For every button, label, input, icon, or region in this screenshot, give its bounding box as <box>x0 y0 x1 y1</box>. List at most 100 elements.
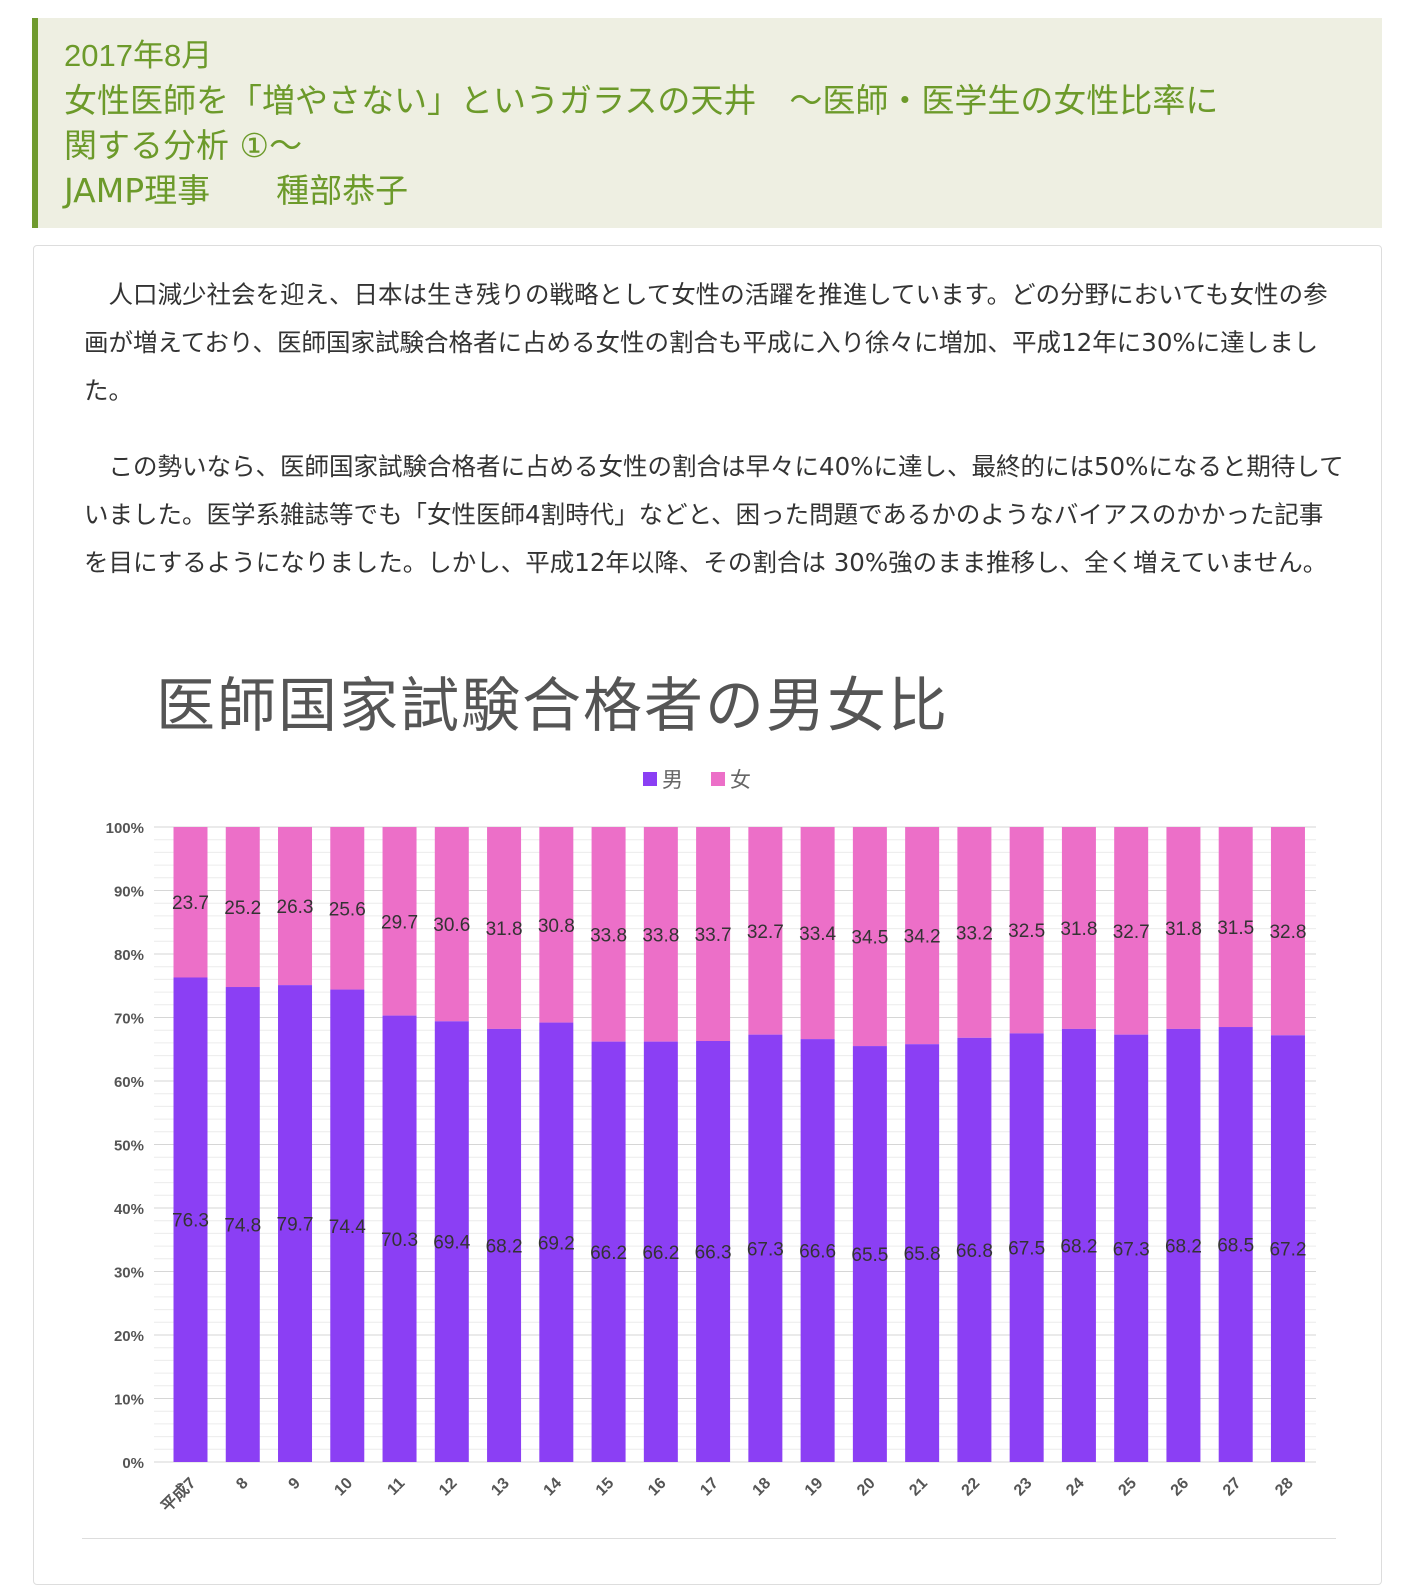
bar-female <box>800 827 835 1040</box>
data-label-male: 67.3 <box>747 1239 784 1260</box>
data-label-male: 70.3 <box>381 1230 418 1251</box>
bar-male <box>591 1041 626 1462</box>
bar-male <box>330 989 365 1462</box>
bar-male <box>1166 1028 1201 1462</box>
x-tick-label: 15 <box>593 1475 618 1500</box>
data-label-female: 31.8 <box>1060 919 1097 940</box>
bar-male <box>1270 1035 1305 1462</box>
y-tick-label: 10% <box>114 1392 144 1409</box>
x-tick-label: 10 <box>332 1475 357 1500</box>
gender-ratio-chart: 0% 10% 20% 30% 40% 50% 60% 70% 80% 90% 100% 男 女 23.7 7… <box>106 768 1316 1516</box>
data-label-male: 69.2 <box>538 1233 575 1254</box>
data-label-female: 25.2 <box>224 898 261 919</box>
data-label-male: 74.4 <box>329 1217 366 1238</box>
paragraph-2: この勢いなら、医師国家試験合格者に占める女性の割合は早々に40%に達し、最終的に… <box>84 452 1344 577</box>
y-tick-label: 30% <box>114 1265 144 1282</box>
bar-male <box>434 1021 469 1462</box>
x-tick-label: 17 <box>697 1475 722 1500</box>
bar-female <box>643 827 678 1042</box>
bar-female <box>539 827 574 1023</box>
y-tick-label: 50% <box>114 1138 144 1155</box>
x-tick-label: 21 <box>906 1475 931 1500</box>
data-label-female: 34.2 <box>904 927 941 948</box>
data-label-male: 67.2 <box>1269 1240 1306 1261</box>
bar-female <box>434 827 469 1022</box>
paragraph-1: 人口減少社会を迎え、日本は生き残りの戦略として女性の活躍を推進しています。どの分… <box>84 280 1328 405</box>
y-tick-label: 20% <box>114 1328 144 1345</box>
bar-male <box>852 1046 887 1462</box>
data-label-female: 26.3 <box>277 897 314 918</box>
legend-swatch-female <box>711 772 725 786</box>
data-label-male: 65.8 <box>904 1244 941 1265</box>
data-label-male: 79.7 <box>277 1215 314 1236</box>
data-label-male: 69.4 <box>433 1233 470 1254</box>
bar-male <box>487 1028 522 1462</box>
data-label-male: 74.8 <box>224 1216 261 1237</box>
x-tick-label: 14 <box>541 1475 566 1500</box>
data-label-female: 31.5 <box>1217 918 1254 939</box>
bar-male <box>173 977 208 1462</box>
bar-female <box>330 827 365 990</box>
x-tick-label: 26 <box>1168 1475 1193 1500</box>
data-label-female: 30.8 <box>538 916 575 937</box>
y-tick-label: 0% <box>122 1455 144 1472</box>
data-label-female: 33.4 <box>799 924 836 945</box>
y-tick-label: 100% <box>106 820 144 837</box>
chart-title: 医師国家試験合格者の男女比 <box>156 671 950 740</box>
bar-male <box>1114 1034 1149 1462</box>
data-label-male: 68.2 <box>486 1236 523 1257</box>
data-label-female: 33.7 <box>695 925 732 946</box>
bar-female <box>748 827 783 1035</box>
data-label-male: 67.3 <box>1113 1239 1150 1260</box>
bar-male <box>696 1040 731 1462</box>
bar-female <box>1166 827 1201 1029</box>
bar-female <box>1009 827 1044 1034</box>
article-header: 2017年8月 女性医師を「増やさない」というガラスの天井 ～医師・医学生の女性… <box>32 18 1382 228</box>
bar-female <box>1218 827 1253 1028</box>
data-label-male: 66.6 <box>799 1242 836 1263</box>
x-tick-label: 27 <box>1220 1475 1245 1500</box>
data-label-female: 30.6 <box>433 915 470 936</box>
data-label-male: 66.8 <box>956 1241 993 1262</box>
bar-female <box>173 827 208 978</box>
x-tick-label: 24 <box>1063 1475 1088 1500</box>
bar-male <box>957 1037 992 1462</box>
x-tick-label: 25 <box>1115 1475 1140 1500</box>
bar-male <box>643 1041 678 1462</box>
data-label-male: 66.3 <box>695 1242 732 1263</box>
bar-male <box>225 987 260 1462</box>
legend-swatch-male <box>643 772 657 786</box>
data-label-female: 33.8 <box>642 925 679 946</box>
post-title-line2: 関する分析 ①～ <box>64 126 303 165</box>
data-label-female: 23.7 <box>172 893 209 914</box>
data-label-female: 32.7 <box>1113 922 1150 943</box>
bar-male <box>748 1034 783 1462</box>
bar-female <box>382 827 417 1016</box>
bar-male <box>278 985 313 1462</box>
legend-label-male: 男 <box>662 768 683 792</box>
article-body: 人口減少社会を迎え、日本は生き残りの戦略として女性の活躍を推進しています。どの分… <box>33 245 1382 1585</box>
bar-male <box>1218 1027 1253 1462</box>
x-tick-label: 9 <box>286 1475 304 1493</box>
data-label-male: 68.2 <box>1060 1236 1097 1257</box>
bar-female <box>696 827 731 1041</box>
bar-male <box>1009 1033 1044 1462</box>
data-label-male: 65.5 <box>851 1245 888 1266</box>
x-tick-label: 18 <box>750 1475 775 1500</box>
bar-female <box>591 827 626 1042</box>
legend-label-female: 女 <box>730 768 751 792</box>
post-title-line1: 女性医師を「増やさない」というガラスの天井 ～医師・医学生の女性比率に <box>64 81 1219 120</box>
bar-male <box>905 1044 940 1462</box>
data-label-female: 33.2 <box>956 923 993 944</box>
bar-female <box>957 827 992 1038</box>
data-label-female: 31.8 <box>1165 919 1202 940</box>
y-tick-label: 90% <box>114 884 144 901</box>
y-tick-label: 80% <box>114 947 144 964</box>
data-label-female: 32.5 <box>1008 921 1045 942</box>
bar-female <box>852 827 887 1047</box>
divider <box>82 1538 1336 1539</box>
x-tick-label: 12 <box>436 1475 461 1500</box>
x-tick-label: 19 <box>802 1475 827 1500</box>
data-label-male: 76.3 <box>172 1211 209 1232</box>
data-label-female: 32.7 <box>747 922 784 943</box>
